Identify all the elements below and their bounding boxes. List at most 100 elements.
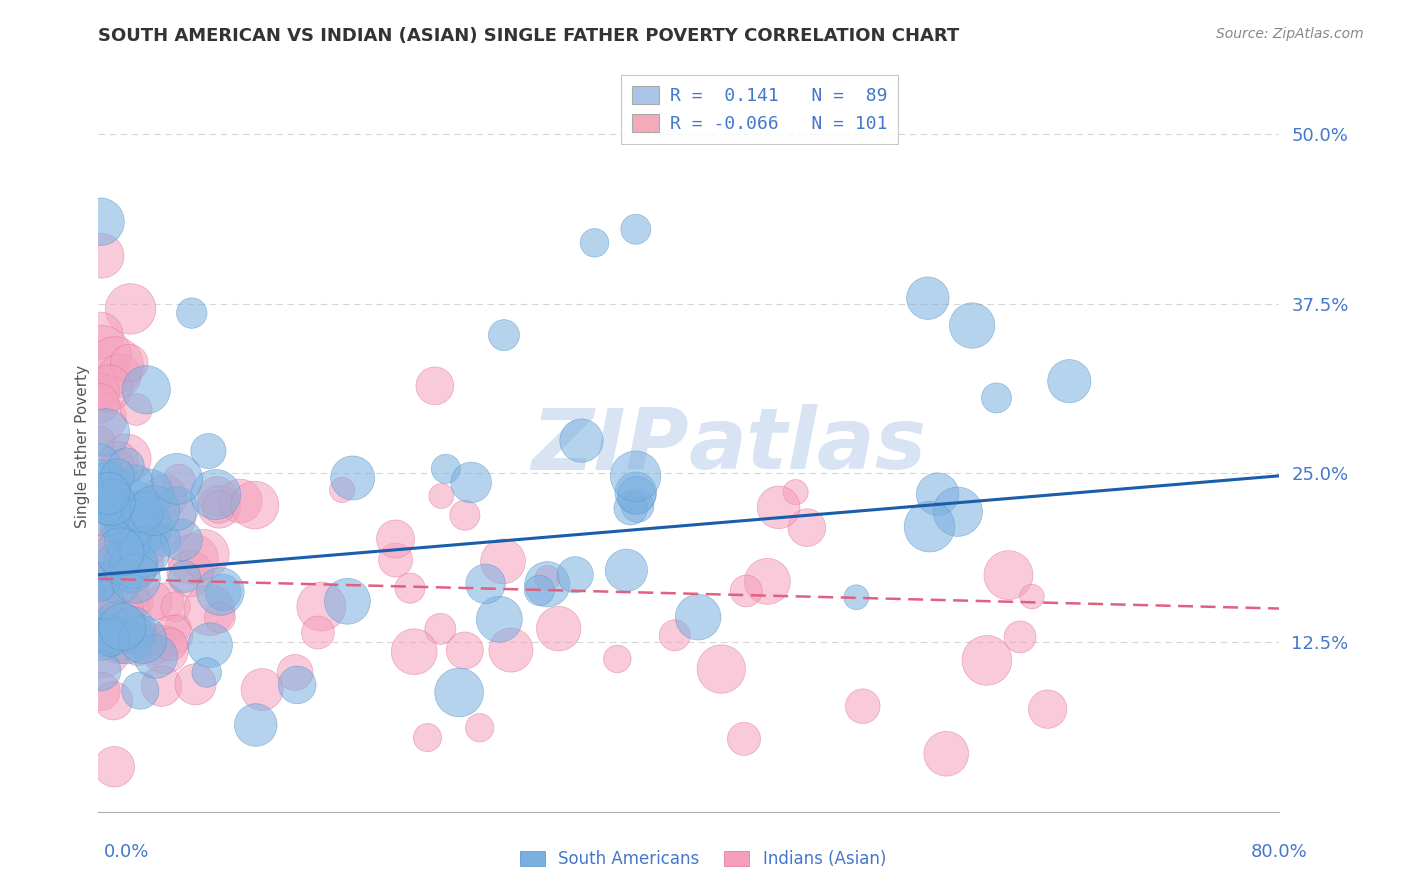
Point: [132, 632, 155, 647]
Point: [94, 481, 117, 495]
Point: [162, 628, 184, 642]
Point: [108, 631, 131, 645]
Point: [181, 552, 204, 566]
Point: [179, 566, 201, 581]
Point: [124, 572, 146, 586]
Point: [90, 411, 112, 425]
Text: 0.0%: 0.0%: [104, 843, 149, 861]
Point: [845, 591, 868, 605]
Point: [474, 577, 496, 591]
Point: [145, 649, 167, 664]
Point: [129, 595, 152, 609]
Point: [1021, 590, 1043, 604]
Point: [153, 490, 176, 504]
Point: [404, 645, 426, 659]
Point: [946, 505, 969, 519]
Point: [134, 508, 156, 523]
Point: [89, 434, 111, 449]
Point: [180, 306, 202, 320]
Point: [536, 571, 558, 585]
Point: [143, 503, 166, 517]
Point: [93, 553, 115, 567]
Point: [416, 731, 439, 745]
Point: [429, 622, 451, 636]
Point: [100, 631, 122, 645]
Point: [918, 519, 941, 533]
Point: [134, 540, 156, 554]
Point: [89, 396, 111, 410]
Point: [492, 328, 515, 343]
Point: [624, 222, 647, 236]
Point: [488, 612, 510, 626]
Point: [118, 356, 141, 370]
Point: [710, 662, 733, 676]
Point: [976, 653, 998, 667]
Point: [96, 504, 118, 518]
Point: [97, 559, 120, 574]
Point: [135, 383, 157, 397]
Point: [98, 522, 121, 536]
Text: Source: ZipAtlas.com: Source: ZipAtlas.com: [1216, 27, 1364, 41]
Point: [785, 485, 807, 500]
Point: [134, 545, 156, 559]
Point: [90, 482, 112, 496]
Point: [138, 486, 160, 500]
Point: [136, 519, 159, 533]
Point: [626, 488, 648, 502]
Point: [384, 532, 406, 546]
Point: [195, 665, 218, 680]
Point: [143, 637, 166, 651]
Text: SOUTH AMERICAN VS INDIAN (ASIAN) SINGLE FATHER POVERTY CORRELATION CHART: SOUTH AMERICAN VS INDIAN (ASIAN) SINGLE …: [98, 27, 960, 45]
Point: [121, 623, 143, 637]
Point: [104, 521, 127, 535]
Point: [153, 533, 176, 547]
Point: [208, 500, 231, 514]
Point: [960, 318, 983, 333]
Point: [125, 523, 148, 537]
Point: [115, 451, 138, 466]
Point: [583, 235, 606, 250]
Point: [430, 489, 453, 503]
Point: [1059, 374, 1081, 388]
Point: [97, 486, 120, 500]
Point: [399, 581, 422, 595]
Point: [87, 458, 110, 473]
Point: [90, 499, 112, 513]
Point: [997, 568, 1019, 582]
Point: [90, 215, 112, 229]
Point: [100, 495, 122, 509]
Point: [120, 502, 142, 516]
Point: [125, 402, 148, 417]
Point: [208, 500, 231, 514]
Point: [131, 505, 153, 519]
Point: [165, 599, 187, 614]
Point: [118, 517, 141, 532]
Point: [173, 569, 195, 583]
Point: [107, 454, 129, 468]
Point: [626, 499, 648, 513]
Text: atlas: atlas: [689, 404, 927, 488]
Point: [250, 682, 273, 697]
Point: [198, 638, 221, 652]
Point: [664, 628, 686, 642]
Point: [114, 568, 136, 582]
Point: [1010, 630, 1032, 644]
Point: [204, 487, 226, 501]
Point: [153, 642, 176, 657]
Point: [606, 652, 628, 666]
Point: [115, 458, 138, 473]
Point: [384, 553, 406, 567]
Point: [1036, 702, 1059, 716]
Point: [103, 694, 125, 708]
Point: [454, 643, 477, 657]
Point: [104, 359, 127, 373]
Point: [330, 483, 353, 497]
Legend: R =  0.141   N =  89, R = -0.066   N = 101: R = 0.141 N = 89, R = -0.066 N = 101: [621, 75, 898, 145]
Point: [90, 384, 112, 399]
Point: [624, 485, 647, 500]
Point: [120, 558, 142, 572]
Point: [243, 498, 266, 512]
Point: [129, 683, 152, 698]
Point: [756, 574, 779, 589]
Point: [150, 679, 173, 693]
